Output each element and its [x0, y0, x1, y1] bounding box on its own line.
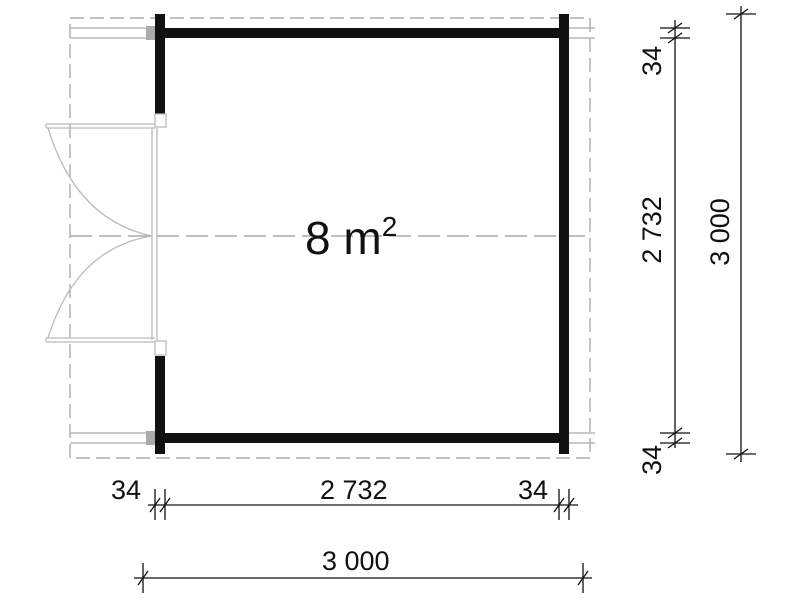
dim-right-top: 34	[637, 46, 667, 76]
door-leaf-upper	[45, 123, 155, 129]
door-leaf-lower	[45, 337, 155, 343]
area-label: 8 m2	[305, 211, 397, 264]
wall-bottom	[155, 433, 569, 443]
bottom-dimension-lines	[134, 489, 592, 593]
dim-right-bottom: 34	[637, 445, 667, 475]
door-frame-lines	[151, 128, 158, 340]
right-dimension-lines	[660, 6, 756, 462]
door-jamb-top	[154, 113, 167, 128]
dim-bottom-overall: 3 000	[322, 546, 390, 576]
dim-right-overall: 3 000	[705, 198, 735, 266]
dim-bottom-left: 34	[111, 475, 141, 505]
wall-right	[559, 14, 569, 454]
wall-left-lower	[155, 356, 165, 454]
dim-bottom-middle: 2 732	[320, 475, 388, 505]
dim-bottom-right: 34	[518, 475, 548, 505]
walls	[155, 14, 569, 454]
door-jamb-bottom	[154, 340, 167, 356]
dim-right-middle: 2 732	[637, 196, 667, 264]
area-superscript: 2	[382, 211, 398, 242]
wall-left-upper	[155, 14, 165, 114]
door-swing-arc-lower	[47, 235, 153, 339]
outer-dashed-outline	[69, 17, 591, 459]
door-swing-arc-upper	[47, 127, 153, 237]
double-door	[45, 113, 167, 356]
wall-top	[155, 28, 569, 38]
